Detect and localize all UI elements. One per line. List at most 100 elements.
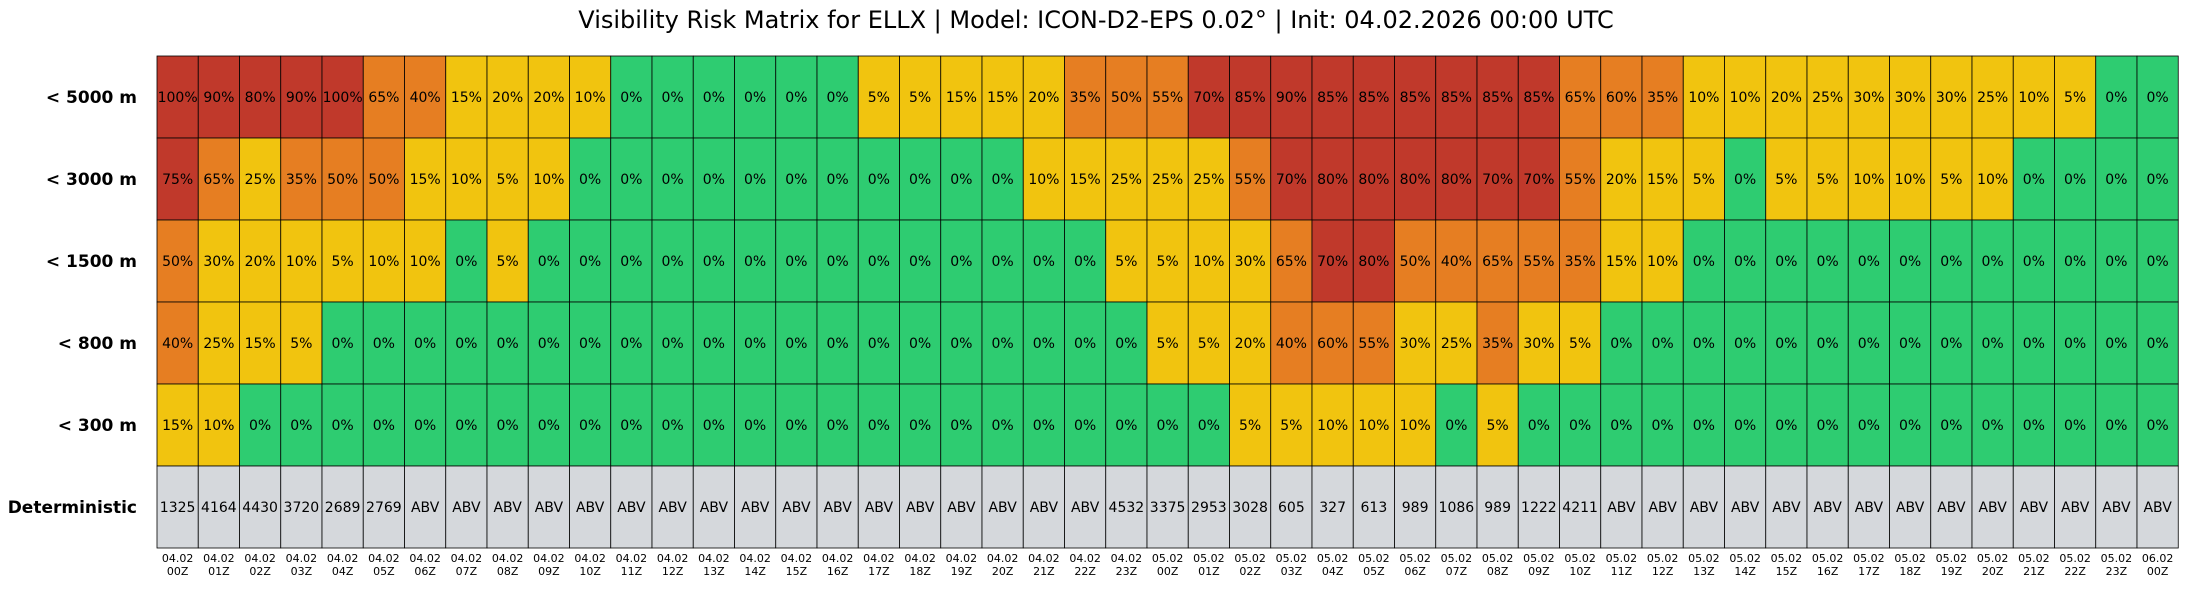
cell-value-label: 25% [203,336,234,352]
cell-value-label: 0% [2105,172,2127,188]
cell-value-label: 0% [744,418,766,434]
deterministic-cell [1765,465,1808,549]
deterministic-value-label: 2689 [325,500,361,516]
heatmap-cell [404,219,447,303]
heatmap-cell [1806,219,1849,303]
heatmap-cell [197,55,240,139]
cell-value-label: 0% [497,418,519,434]
cell-value-label: 30% [203,254,234,270]
x-tick-hour: 05Z [373,565,395,578]
cell-value-label: 30% [1936,90,1967,106]
deterministic-value-label: ABV [1648,500,1677,516]
cell-value-label: 90% [286,90,317,106]
cell-value-label: 0% [2147,254,2169,270]
heatmap-cell [445,301,488,385]
heatmap-cell [610,137,653,221]
x-tick-hour: 13Z [1693,565,1715,578]
cell-value-label: 0% [744,90,766,106]
cell-value-label: 0% [1858,336,1880,352]
cell-value-label: 10% [368,254,399,270]
cell-value-label: 5% [1280,418,1302,434]
heatmap-cell [1682,55,1725,139]
heatmap-cell [2095,55,2138,139]
heatmap-cell [486,301,529,385]
heatmap-cell [1022,55,1065,139]
cell-value-label: 0% [2023,418,2045,434]
cell-value-label: 0% [579,418,601,434]
cell-value-label: 0% [1982,418,2004,434]
cell-value-label: 0% [2023,172,2045,188]
heatmap-cell [981,137,1024,221]
deterministic-value-label: ABV [493,500,522,516]
heatmap-cell [527,137,570,221]
cell-value-label: 30% [1853,90,1884,106]
cell-value-label: 0% [620,254,642,270]
cell-value-label: 0% [868,336,890,352]
deterministic-value-label: 989 [1484,500,1511,516]
heatmap-cell [1435,383,1478,467]
deterministic-value-label: 3028 [1232,500,1268,516]
deterministic-cell [1394,465,1437,549]
cell-value-label: 5% [2064,90,2086,106]
cell-value-label: 25% [1111,172,1142,188]
heatmap-cell [1765,219,1808,303]
cell-value-label: 80% [1358,254,1389,270]
cell-value-label: 80% [1441,172,1472,188]
x-tick-hour: 15Z [786,565,808,578]
heatmap-cell [1352,137,1395,221]
x-tick-date: 05.02 [2101,552,2133,565]
deterministic-value-label: ABV [411,500,440,516]
cell-value-label: 0% [455,336,477,352]
heatmap-cell [857,383,900,467]
heatmap-cell [1682,383,1725,467]
deterministic-value-label: ABV [2102,500,2131,516]
heatmap-cell [1064,383,1107,467]
cell-value-label: 0% [1693,336,1715,352]
cell-value-label: 30% [1523,336,1554,352]
deterministic-cell [1146,465,1189,549]
cell-value-label: 5% [1569,336,1591,352]
x-tick-hour: 16Z [1817,565,1839,578]
cell-value-label: 0% [373,418,395,434]
heatmap-cell [734,137,777,221]
heatmap-cell [1270,219,1313,303]
cell-value-label: 50% [1400,254,1431,270]
heatmap-cell [1105,383,1148,467]
heatmap-cell [1806,383,1849,467]
cell-value-label: 25% [1441,336,1472,352]
cell-value-label: 0% [1734,172,1756,188]
x-tick-date: 05.02 [1853,552,1885,565]
x-tick-date: 05.02 [1564,552,1596,565]
cell-value-label: 5% [497,254,519,270]
cell-value-label: 0% [1899,254,1921,270]
heatmap-cell [2054,219,2097,303]
cell-value-label: 0% [950,336,972,352]
x-tick-hour: 17Z [1858,565,1880,578]
cell-value-label: 0% [620,172,642,188]
cell-value-label: 0% [538,418,560,434]
cell-value-label: 90% [1276,90,1307,106]
cell-value-label: 0% [1115,418,1137,434]
cell-value-label: 0% [2105,336,2127,352]
x-tick-hour: 03Z [1281,565,1303,578]
cell-value-label: 0% [1775,254,1797,270]
heatmap-cell [1765,301,1808,385]
cell-value-label: 55% [1523,254,1554,270]
cell-value-label: 0% [785,172,807,188]
cell-value-label: 0% [1817,254,1839,270]
heatmap-cell [1559,301,1602,385]
x-tick-date: 05.02 [1193,552,1225,565]
cell-value-label: 40% [410,90,441,106]
deterministic-cell [1600,465,1643,549]
cell-value-label: 35% [1070,90,1101,106]
cell-value-label: 0% [579,172,601,188]
deterministic-cell [1105,465,1148,549]
cell-value-label: 15% [451,90,482,106]
heatmap-cell [197,219,240,303]
cell-value-label: 0% [2105,254,2127,270]
cell-value-label: 0% [1775,418,1797,434]
deterministic-cell [197,465,240,549]
x-tick-date: 05.02 [1441,552,1473,565]
x-tick-date: 05.02 [1812,552,1844,565]
heatmap-cell [1682,137,1725,221]
